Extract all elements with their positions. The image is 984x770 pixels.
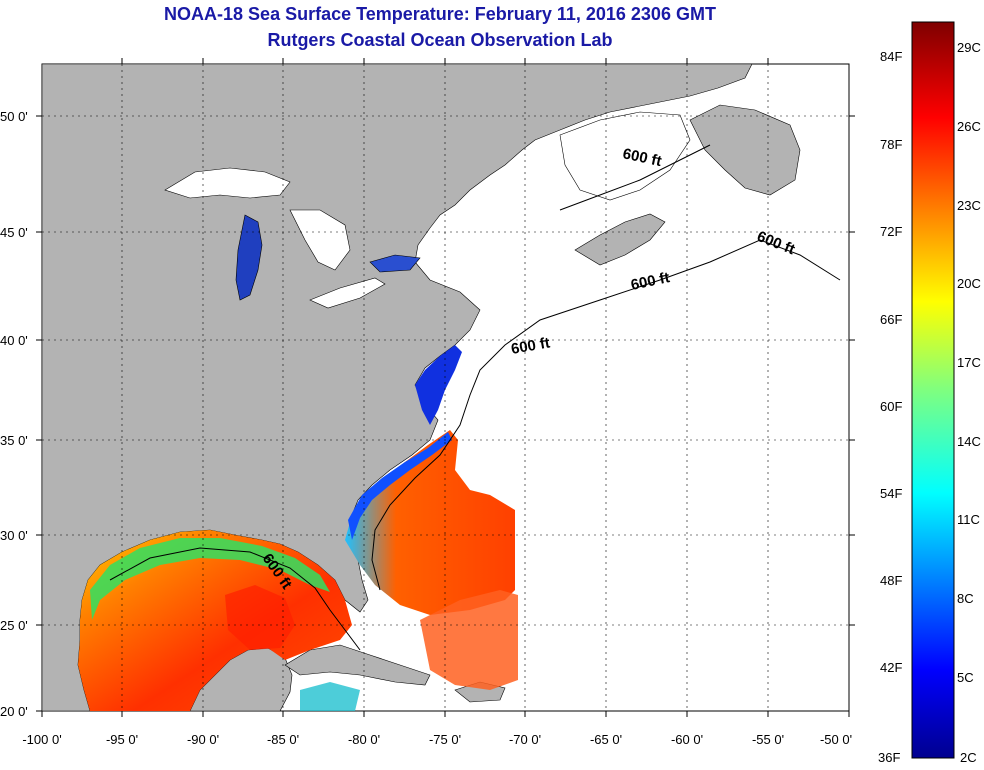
lon-tick-label: -65 0' bbox=[590, 732, 622, 747]
lon-tick-label: -90 0' bbox=[187, 732, 219, 747]
sst-mid-atlantic-shelf bbox=[415, 345, 462, 425]
grid-lines bbox=[42, 64, 849, 711]
axis-ticks bbox=[36, 58, 855, 717]
lake-michigan bbox=[235, 214, 263, 301]
map-subtitle: Rutgers Coastal Ocean Observation Lab bbox=[267, 30, 613, 50]
lat-tick-label: 25 0' bbox=[0, 618, 28, 633]
colorbar-celsius-label: 14C bbox=[957, 434, 981, 449]
land-cuba bbox=[284, 644, 431, 686]
lon-tick-label: -60 0' bbox=[671, 732, 703, 747]
isobath-600ft-north bbox=[559, 144, 711, 211]
lon-tick-label: -55 0' bbox=[752, 732, 784, 747]
colorbar-celsius-label: 8C bbox=[957, 591, 974, 606]
colorbar-fahrenheit-label: 60F bbox=[880, 399, 902, 414]
lat-tick-label: 20 0' bbox=[0, 704, 28, 719]
isobath-600ft-atlantic bbox=[371, 239, 841, 591]
lake-ontario bbox=[369, 254, 421, 273]
colorbar-fahrenheit-label: 54F bbox=[880, 486, 902, 501]
colorbar-fahrenheit-label: 36F bbox=[878, 750, 900, 765]
sst-gulf-of-mexico bbox=[78, 530, 352, 711]
colorbar-fahrenheit-label: 66F bbox=[880, 312, 902, 327]
lat-tick-label: 40 0' bbox=[0, 333, 28, 348]
isobath-600ft bbox=[109, 547, 361, 651]
colorbar-fahrenheit-label: 48F bbox=[880, 573, 902, 588]
lake-huron bbox=[289, 209, 351, 271]
lon-tick-label: -85 0' bbox=[267, 732, 299, 747]
lon-tick-label: -50 0' bbox=[820, 732, 852, 747]
depth-label-600ft: 600 ft bbox=[510, 334, 552, 358]
colorbar-celsius-label: 23C bbox=[957, 198, 981, 213]
lat-tick-label: 45 0' bbox=[0, 225, 28, 240]
colorbar-fahrenheit-label: 42F bbox=[880, 660, 902, 675]
colorbar-celsius-label: 5C bbox=[957, 670, 974, 685]
lon-tick-label: -100 0' bbox=[22, 732, 61, 747]
lat-tick-label: 50 0' bbox=[0, 109, 28, 124]
lat-tick-label: 35 0' bbox=[0, 433, 28, 448]
gulf-st-lawrence bbox=[559, 111, 691, 201]
lake-erie bbox=[309, 277, 386, 309]
land-newfoundland bbox=[689, 104, 801, 196]
colorbar-celsius-label: 2C bbox=[960, 750, 977, 765]
lon-tick-label: -80 0' bbox=[348, 732, 380, 747]
colorbar bbox=[911, 21, 955, 759]
lon-tick-label: -70 0' bbox=[509, 732, 541, 747]
colorbar-fahrenheit-label: 78F bbox=[880, 137, 902, 152]
sst-bahamas-region bbox=[420, 590, 518, 690]
sst-caribbean-patch bbox=[300, 682, 360, 711]
colorbar-fahrenheit-label: 72F bbox=[880, 224, 902, 239]
lake-superior bbox=[164, 167, 291, 199]
colorbar-celsius-label: 26C bbox=[957, 119, 981, 134]
land-nova-scotia bbox=[574, 213, 666, 266]
colorbar-celsius-label: 20C bbox=[957, 276, 981, 291]
colorbar-fahrenheit-label: 84F bbox=[880, 49, 902, 64]
lon-tick-label: -95 0' bbox=[106, 732, 138, 747]
sst-gulf-warm-core bbox=[225, 585, 295, 650]
colorbar-celsius-label: 17C bbox=[957, 355, 981, 370]
lat-tick-label: 30 0' bbox=[0, 528, 28, 543]
lon-tick-label: -75 0' bbox=[429, 732, 461, 747]
colorbar-celsius-label: 11C bbox=[957, 512, 980, 527]
map-title: NOAA-18 Sea Surface Temperature: Februar… bbox=[164, 4, 716, 24]
sst-atlantic-shelf-cold bbox=[348, 432, 452, 540]
colorbar-celsius-label: 29C bbox=[957, 40, 981, 55]
